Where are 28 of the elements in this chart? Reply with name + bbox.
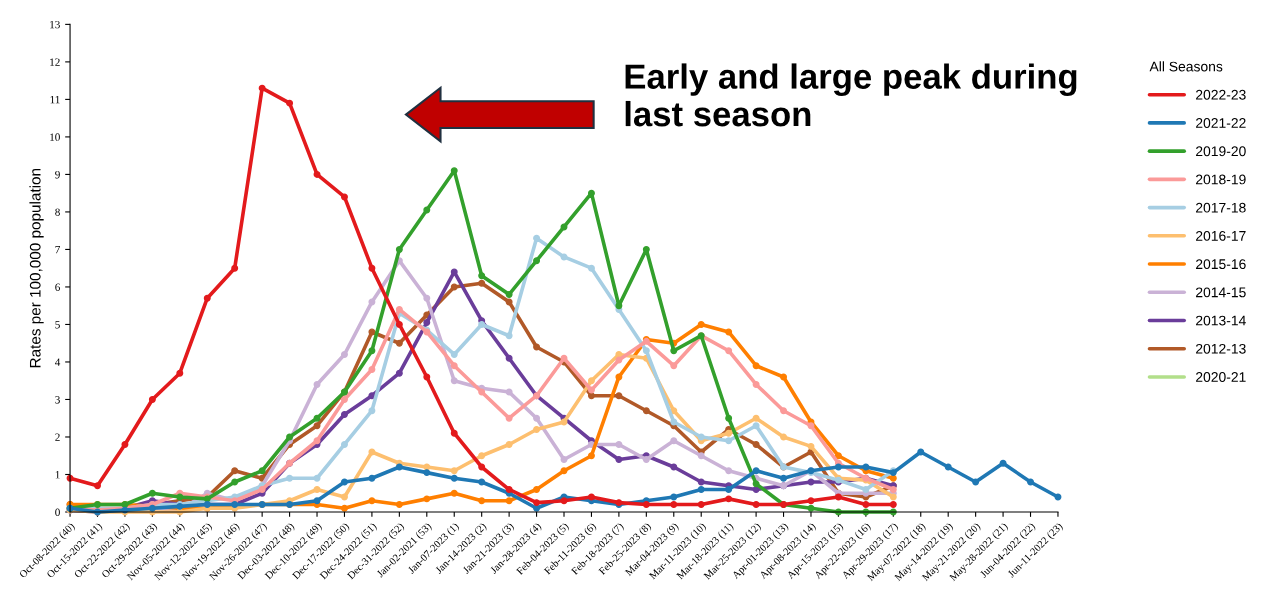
legend-label: 2022-23 [1196, 89, 1246, 100]
legend-label: 2013-14 [1196, 315, 1246, 326]
legend-label: 2014-15 [1196, 287, 1246, 298]
y-axis-title: Rates per 100,000 population [29, 168, 44, 368]
y-tick-label: 4 [54, 358, 61, 366]
legend-label: 2021-22 [1196, 118, 1246, 128]
annotation: Early and large peak during last season [625, 63, 1077, 127]
legend-label: 2017-18 [1196, 202, 1246, 213]
y-tick-label: 12 [50, 58, 60, 66]
legend-label: 2019-20 [1196, 146, 1246, 157]
legend-title: All Seasons [1149, 61, 1223, 72]
y-tick-label: 1 [55, 471, 60, 479]
y-tick-label: 2 [55, 433, 60, 441]
y-tick-label: 13 [50, 20, 60, 29]
legend-label: 2015-16 [1196, 259, 1246, 270]
legend-label: 2012-13 [1196, 343, 1246, 354]
y-tick-label: 3 [55, 395, 60, 404]
y-tick-label: 10 [50, 133, 60, 141]
y-tick-label: 0 [55, 508, 60, 516]
y-tick-label: 7 [55, 246, 61, 254]
y-tick-label: 9 [55, 170, 60, 179]
y-tick-label: 5 [55, 321, 60, 329]
y-tick-label: 6 [55, 283, 60, 291]
y-tick-label: 11 [50, 95, 60, 104]
legend-label: 2020-21 [1196, 372, 1246, 382]
legend-label: 2016-17 [1196, 230, 1246, 241]
legend-label: 2018-19 [1196, 174, 1246, 185]
y-tick-label: 8 [55, 208, 60, 216]
